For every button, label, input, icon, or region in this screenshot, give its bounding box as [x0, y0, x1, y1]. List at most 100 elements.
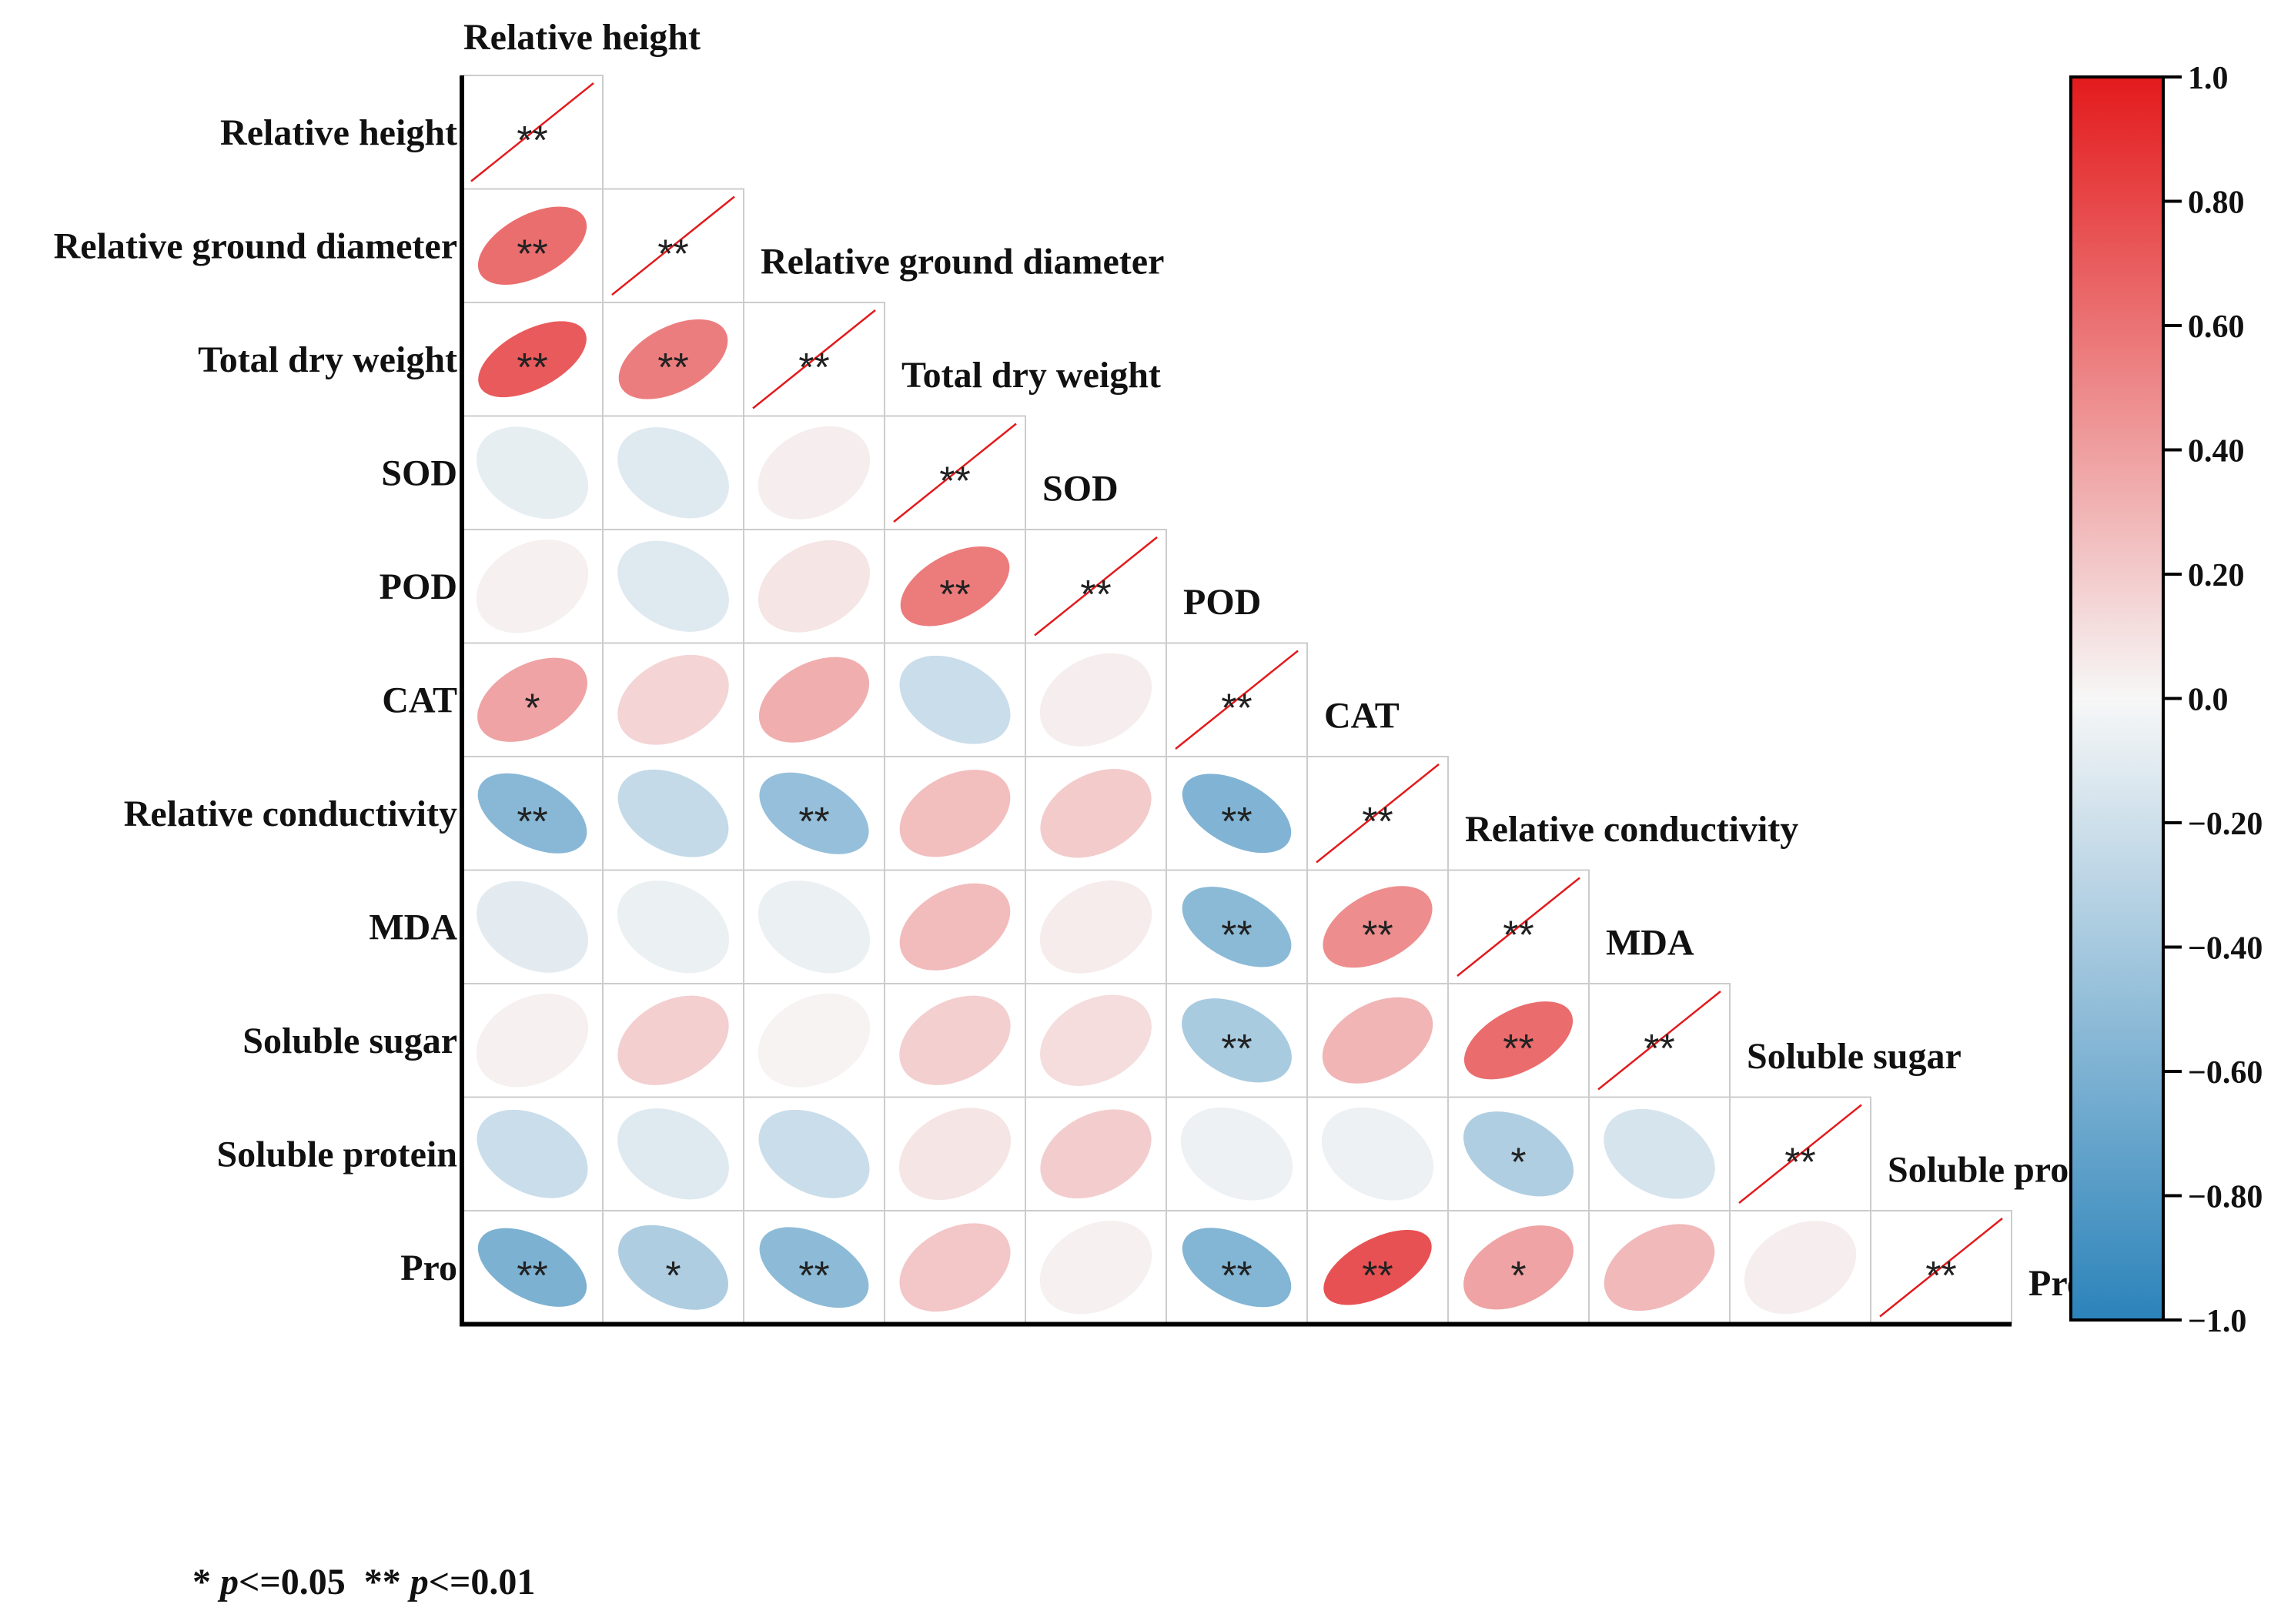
ellipse-10-1	[618, 1225, 728, 1310]
row-label-1: Relative ground diameter	[54, 226, 457, 266]
sig-marker-8-8: **	[1644, 1027, 1674, 1071]
col-label-5: CAT	[1324, 696, 1400, 737]
ellipse-5-2	[758, 657, 870, 743]
ellipse-8-4	[1040, 994, 1152, 1086]
sig-marker-10-1: *	[665, 1254, 681, 1298]
footnote-p2: p	[410, 1562, 429, 1602]
ellipse-layer	[470, 82, 2003, 1318]
col-label-8: Soluble sugar	[1747, 1036, 1962, 1077]
colorbar-tick-label-10: −1.0	[2188, 1304, 2246, 1339]
diagonal-line-1	[611, 195, 735, 296]
ellipse-1-0	[477, 206, 587, 286]
diagonal-line-7	[1457, 877, 1580, 977]
sig-marker-8-7: **	[1503, 1027, 1533, 1071]
sig-marker-2-0: **	[517, 346, 547, 390]
ellipse-9-1	[617, 1108, 729, 1200]
diagonal-line-8	[1597, 991, 1721, 1091]
row-label-4: POD	[380, 566, 457, 607]
colorbar-tick-label-9: −0.80	[2188, 1180, 2263, 1215]
ellipse-4-3	[900, 546, 1010, 627]
ellipse-10-4	[1039, 1221, 1152, 1315]
footnote-p1: p	[220, 1562, 239, 1602]
ellipse-7-5	[1182, 887, 1292, 967]
label-layer: Relative height Relative height Relative g…	[54, 17, 2129, 1304]
colorbar: 1.0 0.80 0.60 0.40 0.20 0.0 −0.20 −0.40 −0.60 −0.…	[2069, 61, 2263, 1339]
ellipse-7-6	[1323, 886, 1433, 968]
sig-marker-10-5: **	[1221, 1254, 1252, 1298]
sig-marker-8-5: **	[1221, 1027, 1252, 1071]
row-label-6: Relative conductivity	[124, 794, 457, 834]
sig-marker-1-0: **	[517, 232, 547, 276]
sig-marker-5-0: *	[524, 686, 540, 730]
ellipse-6-0	[477, 773, 587, 854]
ellipse-6-5	[1182, 774, 1292, 854]
ellipse-8-3	[899, 995, 1011, 1085]
ellipse-8-6	[1322, 997, 1433, 1084]
sig-marker-10-10: **	[1925, 1254, 1956, 1298]
row-label-7: MDA	[369, 907, 457, 947]
ellipse-6-4	[1040, 769, 1152, 858]
colorbar-tick-label-5: 0.0	[2188, 683, 2229, 718]
colorbar-tick-label-7: −0.40	[2188, 931, 2263, 967]
ellipse-9-8	[1604, 1108, 1715, 1199]
col-label-0: Relative height	[463, 17, 701, 58]
ellipse-5-0	[477, 657, 587, 742]
colorbar-gradient	[2069, 75, 2165, 1322]
ellipse-7-4	[1039, 880, 1152, 974]
diagonal-line-2	[752, 309, 876, 409]
sig-marker-4-4: **	[1080, 573, 1111, 617]
sig-marker-7-6: **	[1362, 913, 1393, 957]
ellipse-9-4	[1040, 1109, 1152, 1199]
significance-footnote: * p<=0.05 ** p<=0.01	[192, 1561, 535, 1603]
ellipse-9-5	[1180, 1107, 1293, 1201]
ellipse-10-3	[899, 1223, 1011, 1312]
ellipse-2-0	[478, 321, 587, 398]
ellipse-10-5	[1182, 1228, 1292, 1308]
sig-marker-9-7: *	[1510, 1140, 1526, 1185]
colorbar-tick-label-6: −0.20	[2188, 807, 2263, 842]
ellipse-2-1	[618, 319, 728, 399]
col-label-7: MDA	[1606, 923, 1694, 964]
row-label-9: Soluble protein	[216, 1134, 457, 1175]
row-label-10: Pro	[400, 1248, 457, 1288]
sig-marker-6-0: **	[517, 800, 547, 844]
sig-marker-7-5: **	[1221, 913, 1252, 957]
sig-marker-10-6: **	[1362, 1254, 1393, 1298]
ellipse-7-0	[477, 881, 588, 973]
ellipse-6-2	[759, 772, 869, 854]
ellipse-10-8	[1604, 1224, 1715, 1312]
row-label-8: Soluble sugar	[242, 1021, 457, 1061]
colorbar-tick-label-2: 0.60	[2188, 309, 2245, 345]
sig-marker-7-7: **	[1503, 913, 1533, 957]
sig-marker-6-2: **	[798, 800, 829, 844]
diagonal-line-5	[1175, 650, 1299, 750]
axis-layer	[460, 75, 2012, 1327]
colorbar-tick-label-3: 0.40	[2188, 434, 2245, 469]
sig-marker-5-5: **	[1221, 686, 1252, 730]
footnote-threshold2: <=0.01	[428, 1562, 536, 1602]
ellipse-3-1	[617, 427, 729, 519]
diagonal-line-4	[1034, 536, 1158, 637]
significance-layer: **** **** ** ****** *** **** ** ** **** ** **** ** *…	[517, 119, 1956, 1298]
sig-marker-6-5: **	[1221, 800, 1252, 844]
sig-marker-6-6: **	[1362, 800, 1393, 844]
row-label-2: Total dry weight	[198, 339, 457, 380]
diagonal-line-0	[470, 82, 594, 182]
ellipse-9-7	[1463, 1111, 1574, 1197]
sig-marker-10-0: **	[517, 1254, 547, 1298]
col-label-6: Relative conductivity	[1465, 809, 1798, 850]
ellipse-6-3	[899, 770, 1011, 857]
sig-marker-10-7: *	[1510, 1254, 1526, 1298]
colorbar-tick-label-4: 0.20	[2188, 558, 2245, 593]
colorbar-tick-label-1: 0.80	[2188, 185, 2245, 221]
row-label-3: SOD	[381, 453, 457, 493]
ellipse-8-5	[1182, 998, 1292, 1083]
ellipse-5-1	[617, 654, 729, 745]
sig-marker-9-9: **	[1784, 1140, 1815, 1185]
ellipse-10-0	[477, 1228, 587, 1307]
ellipse-10-2	[759, 1227, 869, 1308]
diagonal-line-3	[893, 423, 1017, 523]
sig-marker-10-2: **	[798, 1254, 829, 1298]
ellipse-10-6	[1323, 1229, 1432, 1305]
